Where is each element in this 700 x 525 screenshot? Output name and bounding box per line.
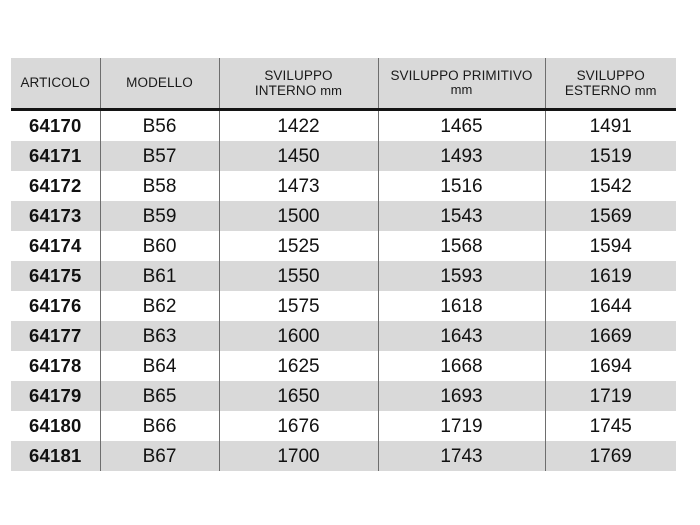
table-row: 64175 B61 1550 1593 1619 [11,261,676,291]
table-row: 64181 B67 1700 1743 1769 [11,441,676,471]
cell-primitivo: 1618 [378,291,546,321]
cell-primitivo: 1593 [378,261,546,291]
column-header-modello-line1: MODELLO [126,75,193,91]
cell-interno: 1500 [219,201,379,231]
cell-interno: 1575 [219,291,379,321]
cell-primitivo: 1493 [378,141,546,171]
cell-interno: 1600 [219,321,379,351]
table-header-row: ARTICOLO MODELLO SVILUPPO INTERNO mm SVI… [11,58,676,111]
cell-articolo: 64178 [11,351,101,381]
cell-primitivo: 1465 [378,109,546,141]
cell-articolo: 64181 [11,441,101,471]
cell-primitivo: 1643 [378,321,546,351]
cell-modello: B66 [100,411,220,441]
column-header-sviluppo-primitivo-line1: SVILUPPO PRIMITIVO [390,68,533,84]
table-row: 64174 B60 1525 1568 1594 [11,231,676,261]
cell-modello: B62 [100,291,220,321]
column-header-sviluppo-esterno: SVILUPPO ESTERNO mm [545,58,676,111]
column-header-sviluppo-interno-text2: INTERNO [254,82,317,98]
cell-esterno: 1719 [545,381,676,411]
cell-primitivo: 1568 [378,231,546,261]
cell-esterno: 1769 [545,441,676,471]
table-row: 64180 B66 1676 1719 1745 [11,411,676,441]
spec-table-container: ARTICOLO MODELLO SVILUPPO INTERNO mm SVI… [11,58,676,471]
cell-primitivo: 1743 [378,441,546,471]
cell-modello: B64 [100,351,220,381]
cell-interno: 1625 [219,351,379,381]
column-header-sviluppo-interno-unit: mm [320,82,343,98]
column-header-sviluppo-interno-line2: INTERNO mm [223,83,375,99]
column-header-sviluppo-primitivo-unit: mm [450,82,473,98]
cell-primitivo: 1543 [378,201,546,231]
column-header-sviluppo-esterno-unit: mm [634,82,657,98]
cell-interno: 1550 [219,261,379,291]
cell-articolo: 64173 [11,201,101,231]
cell-interno: 1473 [219,171,379,201]
cell-esterno: 1519 [545,141,676,171]
cell-articolo: 64175 [11,261,101,291]
cell-primitivo: 1719 [378,411,546,441]
cell-articolo: 64172 [11,171,101,201]
table-row: 64179 B65 1650 1693 1719 [11,381,676,411]
cell-esterno: 1594 [545,231,676,261]
cell-interno: 1422 [219,109,379,141]
table-row: 64173 B59 1500 1543 1569 [11,201,676,231]
column-header-modello: MODELLO [100,58,220,111]
cell-esterno: 1644 [545,291,676,321]
cell-esterno: 1669 [545,321,676,351]
column-header-sviluppo-primitivo: SVILUPPO PRIMITIVO mm [378,58,546,111]
cell-modello: B65 [100,381,220,411]
cell-interno: 1525 [219,231,379,261]
table-body: 64170 B56 1422 1465 1491 64171 B57 1450 1493 1519… [11,109,676,471]
cell-esterno: 1542 [545,171,676,201]
column-header-articolo: ARTICOLO [11,58,101,111]
table-row: 64178 B64 1625 1668 1694 [11,351,676,381]
cell-articolo: 64180 [11,411,101,441]
cell-esterno: 1569 [545,201,676,231]
column-header-sviluppo-interno-line1: SVILUPPO [264,67,333,83]
table-row: 64171 B57 1450 1493 1519 [11,141,676,171]
column-header-articolo-line1: ARTICOLO [20,75,91,91]
table-header: ARTICOLO MODELLO SVILUPPO INTERNO mm SVI… [11,58,676,111]
cell-esterno: 1745 [545,411,676,441]
cell-articolo: 64171 [11,141,101,171]
cell-articolo: 64179 [11,381,101,411]
cell-modello: B57 [100,141,220,171]
table-row: 64176 B62 1575 1618 1644 [11,291,676,321]
cell-primitivo: 1693 [378,381,546,411]
cell-modello: B67 [100,441,220,471]
column-header-sviluppo-esterno-text2: ESTERNO [564,82,631,98]
cell-primitivo: 1668 [378,351,546,381]
cell-interno: 1676 [219,411,379,441]
cell-interno: 1450 [219,141,379,171]
cell-esterno: 1694 [545,351,676,381]
column-header-sviluppo-interno: SVILUPPO INTERNO mm [219,58,379,111]
cell-primitivo: 1516 [378,171,546,201]
column-header-sviluppo-esterno-line2: ESTERNO mm [549,83,674,99]
cell-modello: B61 [100,261,220,291]
cell-modello: B60 [100,231,220,261]
table-row: 64172 B58 1473 1516 1542 [11,171,676,201]
cell-interno: 1650 [219,381,379,411]
cell-modello: B59 [100,201,220,231]
table-row: 64170 B56 1422 1465 1491 [11,109,676,141]
cell-modello: B56 [100,109,220,141]
cell-modello: B63 [100,321,220,351]
column-header-sviluppo-esterno-line1: SVILUPPO [576,67,645,83]
cell-articolo: 64170 [11,109,101,141]
cell-interno: 1700 [219,441,379,471]
cell-articolo: 64177 [11,321,101,351]
cell-esterno: 1619 [545,261,676,291]
table-row: 64177 B63 1600 1643 1669 [11,321,676,351]
sprocket-development-table: ARTICOLO MODELLO SVILUPPO INTERNO mm SVI… [11,58,676,471]
cell-articolo: 64176 [11,291,101,321]
cell-esterno: 1491 [545,109,676,141]
cell-modello: B58 [100,171,220,201]
cell-articolo: 64174 [11,231,101,261]
